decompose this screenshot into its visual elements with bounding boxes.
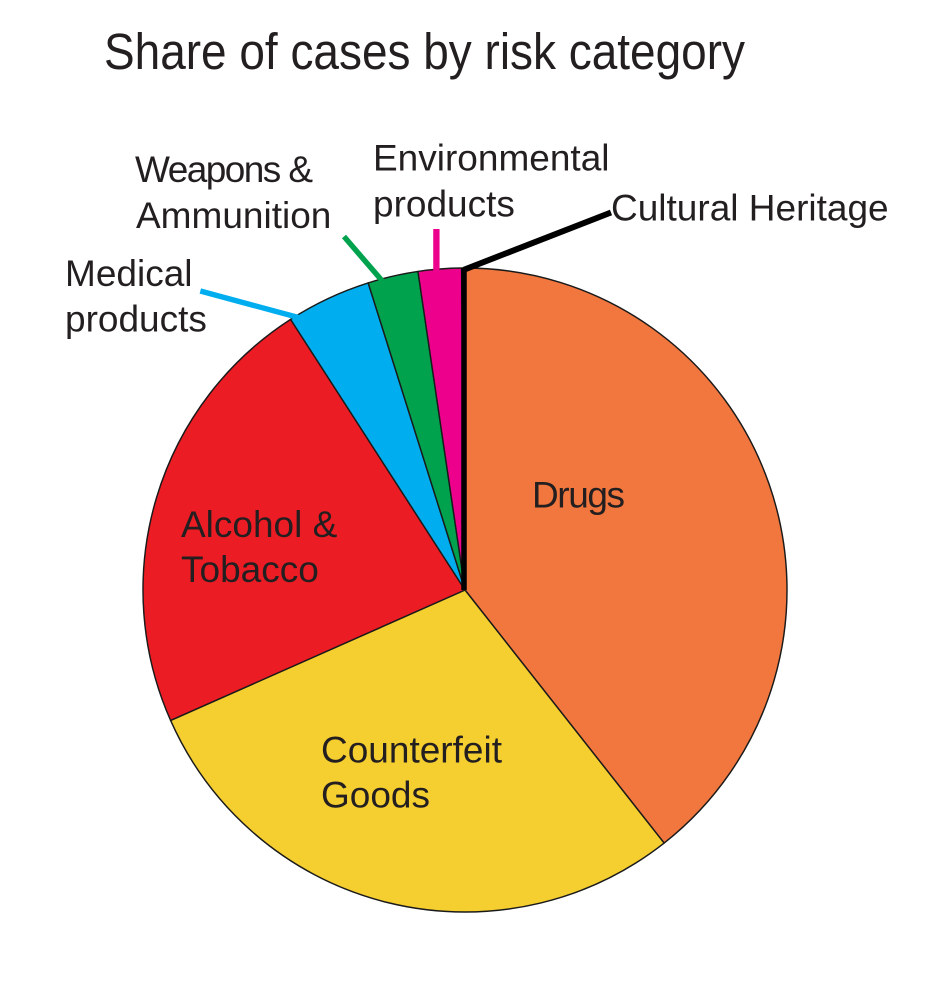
svg-text:Alcohol &: Alcohol &	[181, 504, 338, 545]
svg-text:products: products	[65, 299, 207, 340]
svg-text:Cultural Heritage: Cultural Heritage	[611, 187, 889, 228]
svg-text:Medical: Medical	[65, 253, 193, 294]
svg-text:Weapons &: Weapons &	[135, 149, 313, 190]
svg-text:Drugs: Drugs	[532, 474, 625, 515]
svg-text:Goods: Goods	[321, 775, 430, 816]
svg-text:Counterfeit: Counterfeit	[321, 729, 503, 770]
svg-text:Ammunition: Ammunition	[136, 195, 331, 236]
svg-text:Tobacco: Tobacco	[181, 549, 319, 590]
svg-text:Share of cases by risk categor: Share of cases by risk category	[104, 23, 745, 80]
svg-text:products: products	[373, 184, 515, 225]
svg-text:Environmental: Environmental	[373, 138, 610, 179]
